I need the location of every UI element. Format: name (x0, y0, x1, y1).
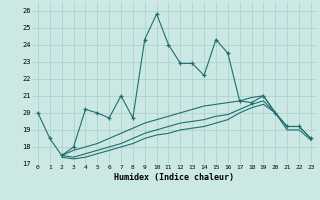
X-axis label: Humidex (Indice chaleur): Humidex (Indice chaleur) (115, 173, 234, 182)
